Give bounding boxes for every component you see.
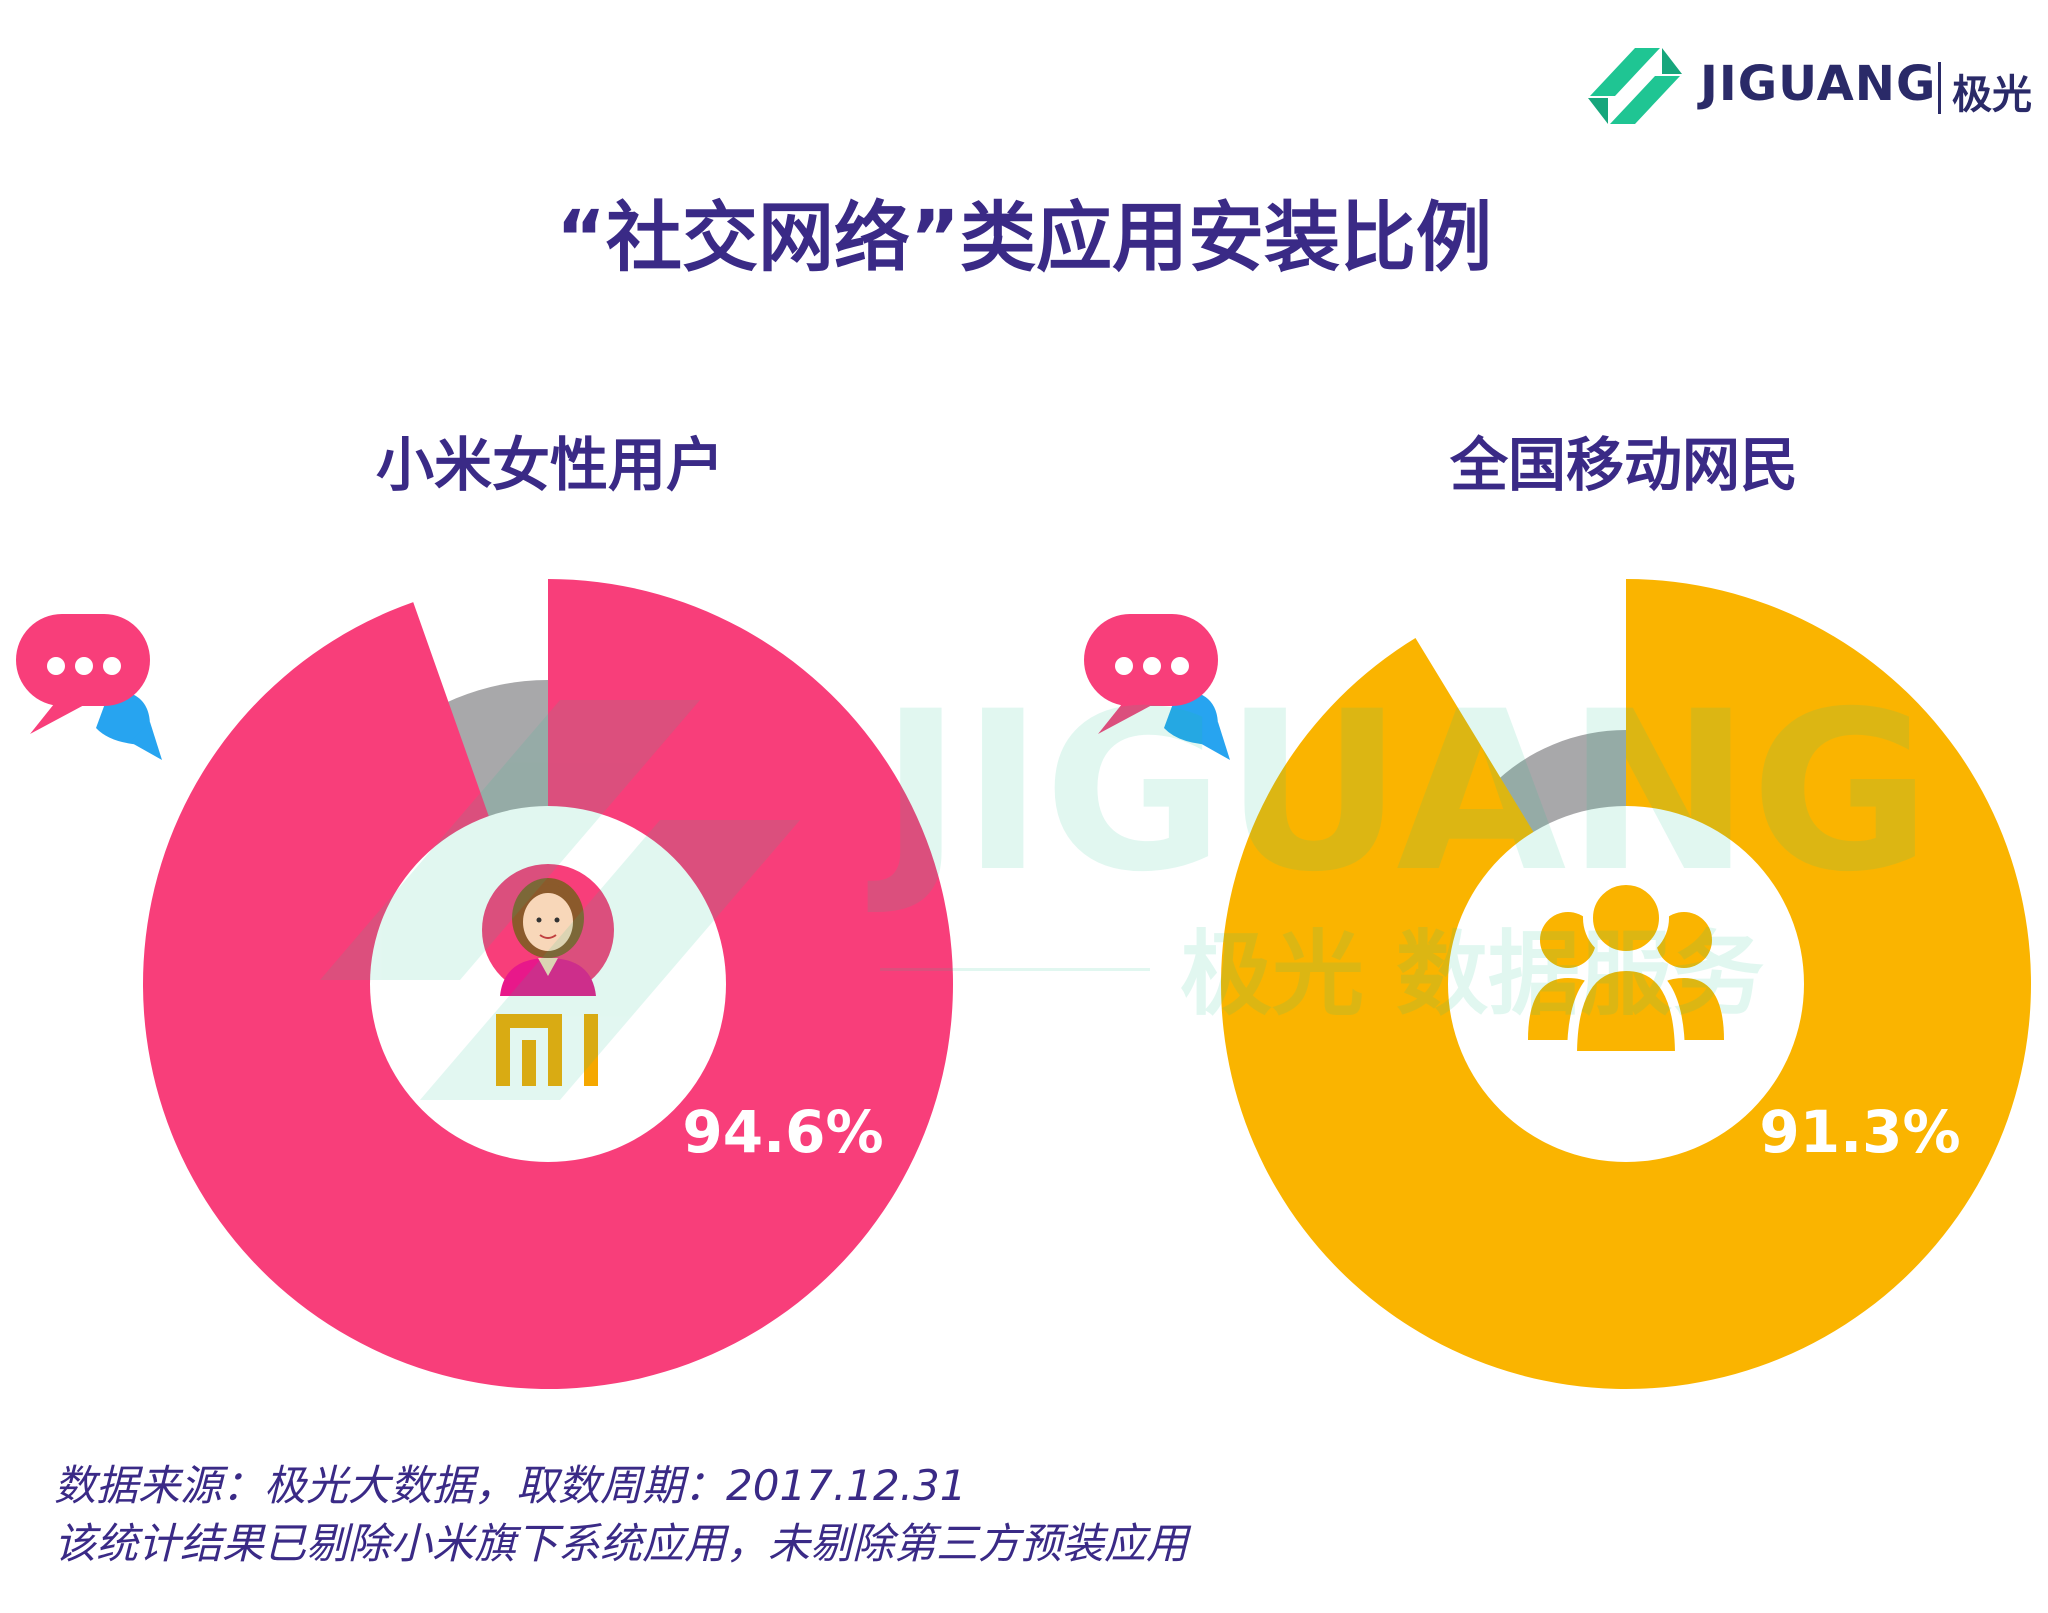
chat-bubble-icon	[1084, 614, 1230, 760]
watermark-main: JIGUANG	[867, 664, 1931, 920]
chart-title-left: 小米女性用户	[375, 431, 724, 499]
footnote-note: 该统计结果已剔除小米旗下系统应用，未剔除第三方预装应用	[54, 1519, 1189, 1568]
page-title: “社交网络”类应用安装比例	[556, 193, 1492, 282]
brand-logo: JIGUANG 极光	[1580, 36, 2040, 136]
chart-title-right: 全国移动网民	[1449, 431, 1798, 499]
chart-right: 91.3%	[1220, 579, 2031, 1389]
chat-bubble-icon	[16, 614, 162, 760]
data-label-right: 91.3%	[1759, 1098, 1960, 1166]
brand-divider	[1938, 62, 1941, 114]
group-people-icon	[1528, 875, 1724, 1061]
brand-name-cn: 极光	[1952, 72, 2032, 118]
chart-left: 94.6%	[143, 579, 954, 1390]
brand-name: JIGUANG	[1700, 56, 1937, 112]
watermark-sub: 极光 数据服务	[1180, 921, 1764, 1028]
jiguang-logo-icon	[1588, 48, 1682, 124]
mi-logo	[496, 1014, 598, 1086]
data-label-left: 94.6%	[682, 1098, 883, 1166]
footnote-source: 数据来源：极光大数据，取数周期：2017.12.31	[54, 1461, 967, 1510]
woman-avatar-icon	[482, 864, 614, 996]
watermark: JIGUANG 极光 数据服务	[320, 664, 1931, 1100]
